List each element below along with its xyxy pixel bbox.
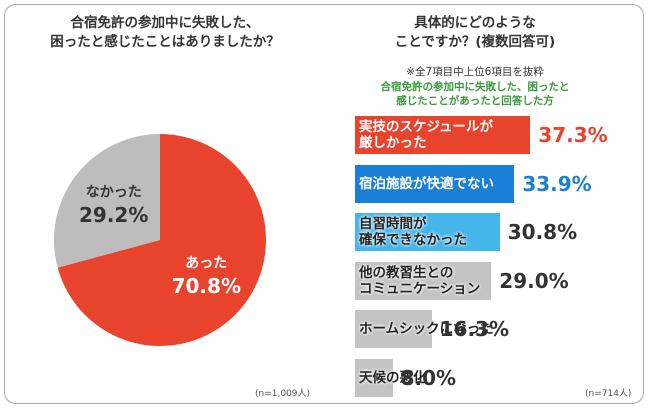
slice-label: なかった (86, 185, 142, 201)
bar (355, 261, 492, 300)
value-label: 16.3% (439, 317, 509, 341)
bar-label: 天候の悪化 (359, 369, 427, 386)
bar (355, 164, 515, 203)
bar (355, 213, 500, 251)
bar (355, 358, 393, 397)
bar-title: 具体的にどのような ことですか？(複数回答可) (394, 15, 556, 50)
bar-subtitle: ※全7項目中上位6項目を抜粋 (406, 66, 544, 78)
value-label: 8.0% (400, 365, 457, 390)
bar-label: ホームシックになった (359, 321, 494, 337)
bar-label: 実技のスケジュールが 厳しかった (359, 119, 494, 151)
bar-label: 自習時間が 確保できなかった (359, 216, 467, 248)
bar (355, 310, 432, 348)
pie-note: (n=1,009人) (255, 389, 311, 399)
bar-note: (n=714人) (585, 389, 632, 399)
pie-slice (57, 134, 266, 346)
bar-label: 他の教習生との コミュニケーション (359, 264, 481, 297)
pie-title: 合宿免許の参加中に失敗した、 困ったと感じたことはありましたか？ (50, 15, 280, 50)
value-label: 33.9% (522, 171, 592, 196)
pie-slice (54, 134, 161, 268)
slice-value: 29.2% (79, 203, 148, 227)
bar-label: 宿泊施設が快適でない (359, 175, 494, 192)
pie-chart: あった 70.8% なかった 29.2% (54, 134, 266, 346)
slice-value: 70.8% (172, 274, 241, 298)
bar-annotation: 合宿免許の参加中に失敗した、困ったと 感じたことがあったと回答した方 (380, 81, 570, 107)
value-label: 37.3% (538, 123, 608, 147)
value-label: 30.8% (507, 220, 578, 244)
value-label: 29.0% (499, 268, 569, 293)
slice-label: あった (185, 255, 227, 271)
bar (355, 116, 531, 154)
frame (4, 4, 644, 404)
